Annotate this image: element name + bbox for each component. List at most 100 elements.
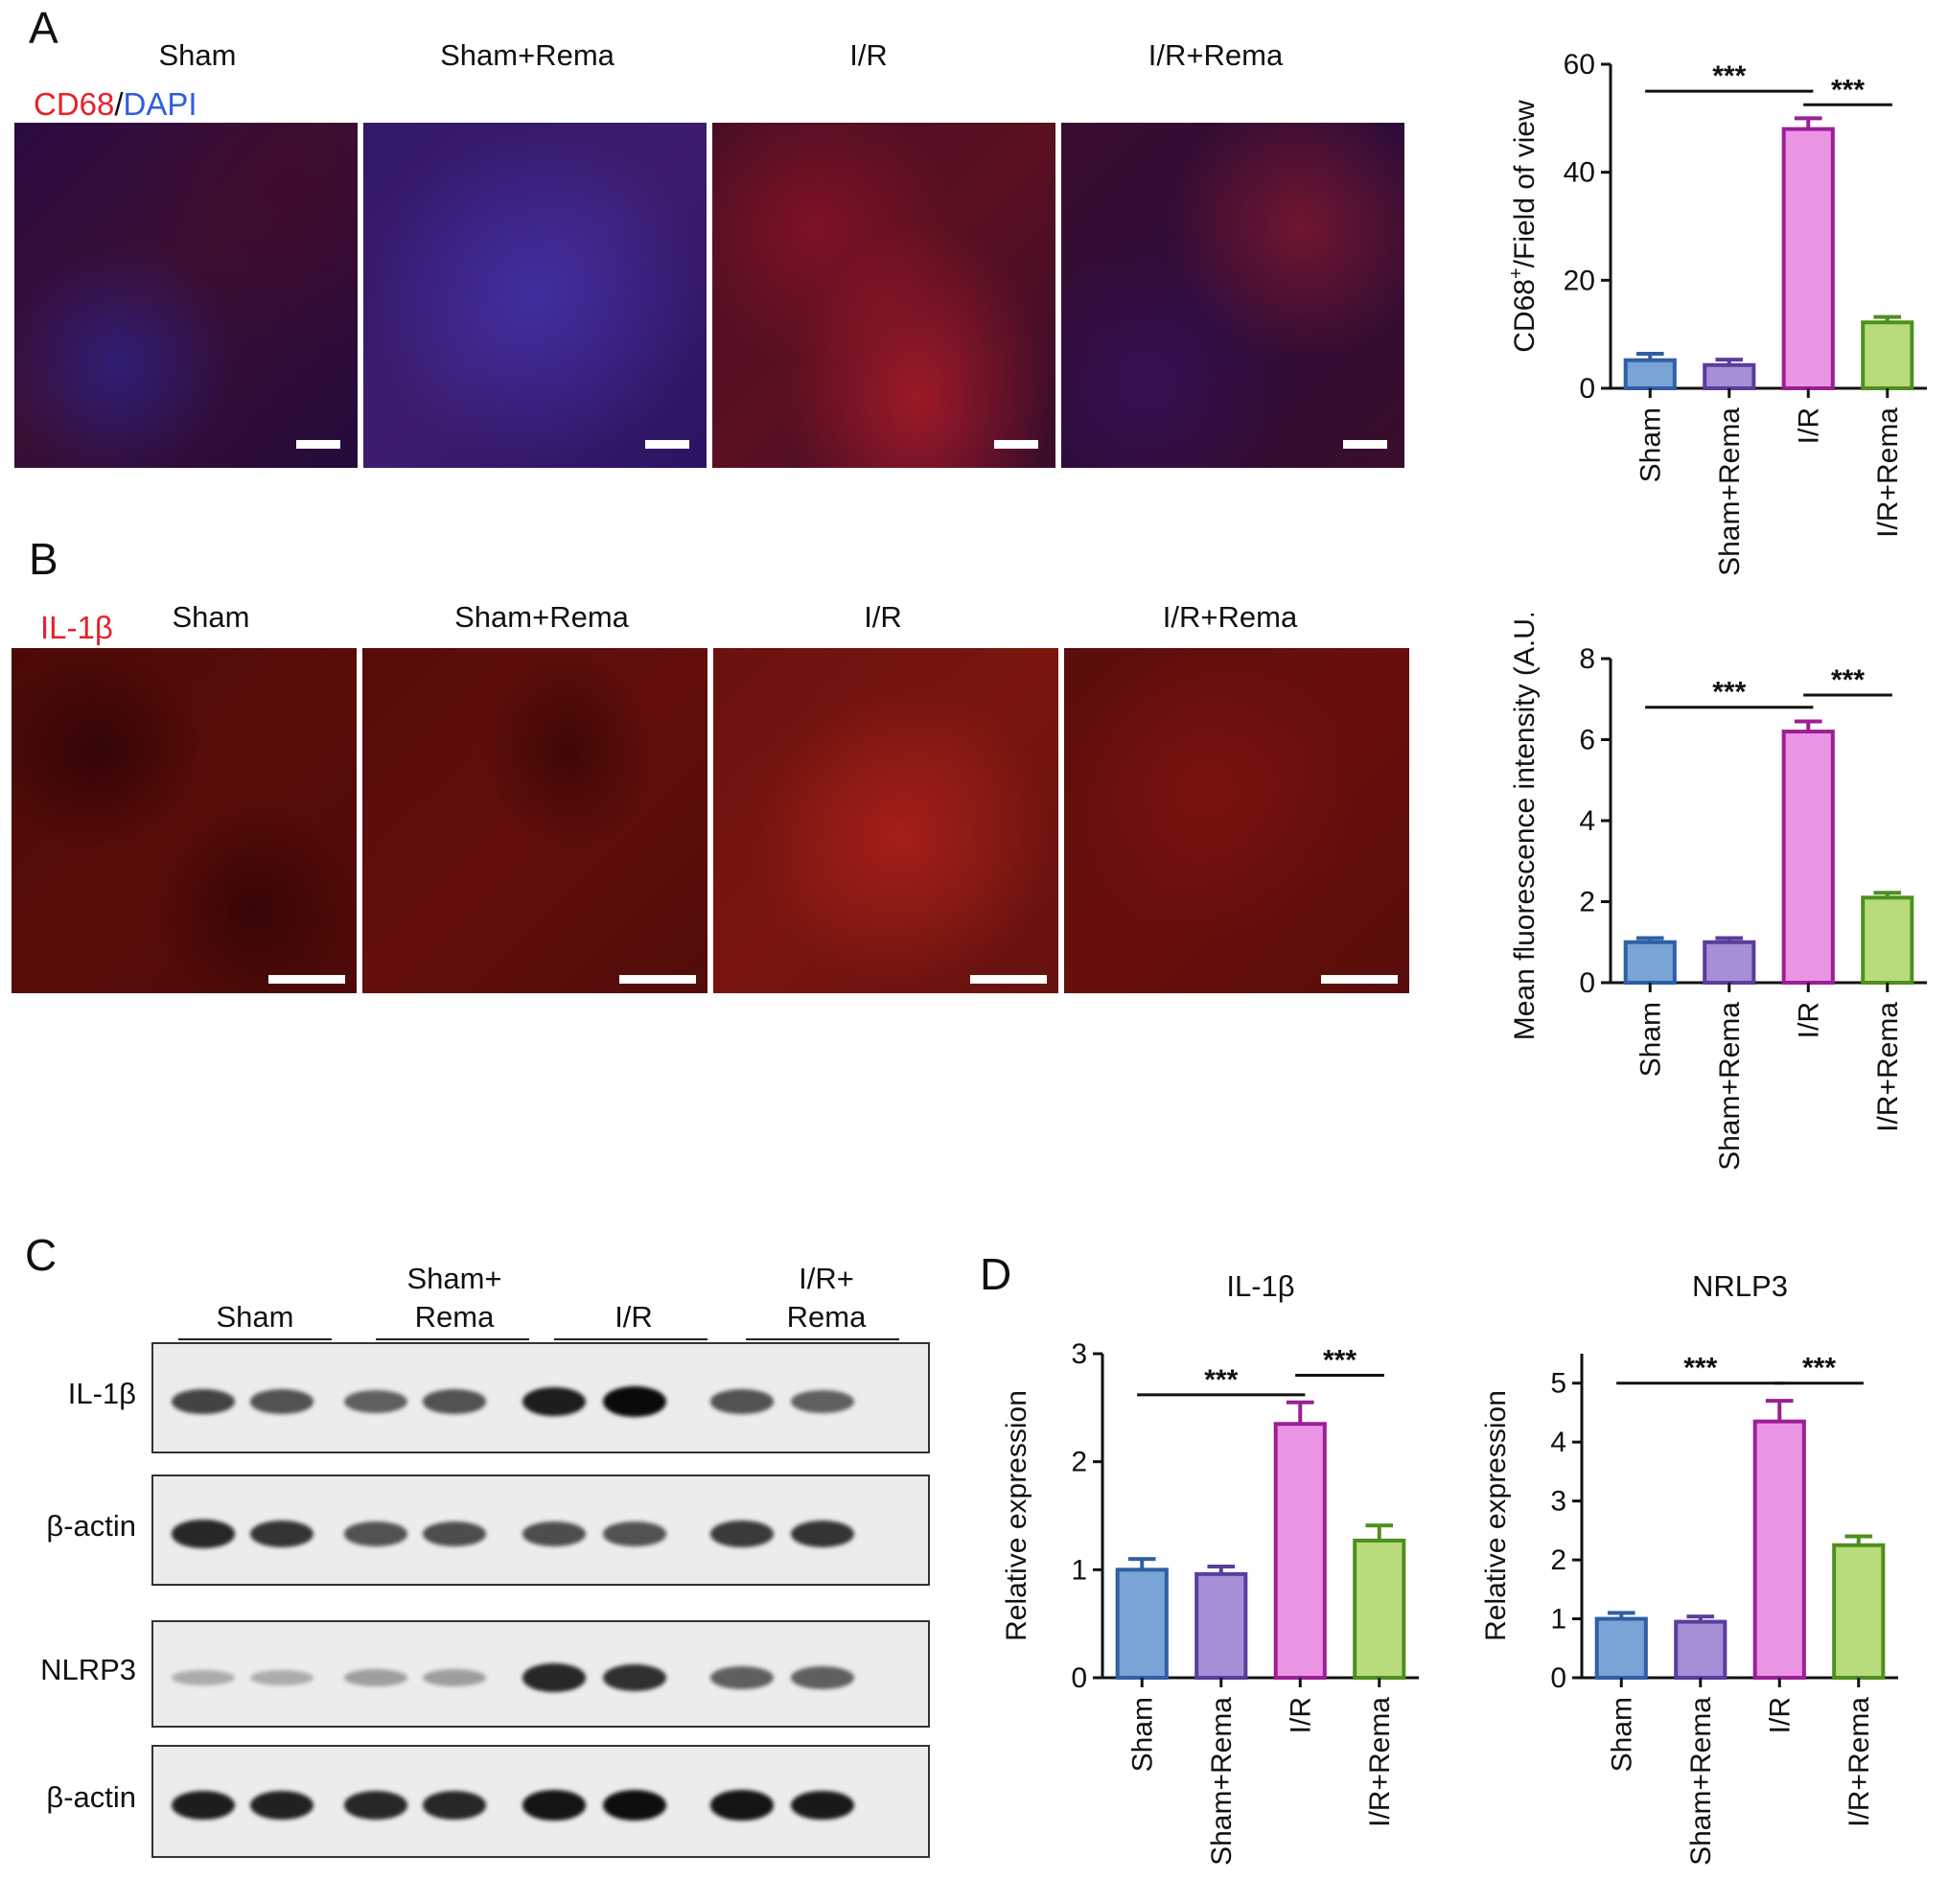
significance-stars: *** xyxy=(1204,1364,1238,1396)
wb-band xyxy=(172,1388,235,1415)
scale-bar xyxy=(296,440,340,449)
wb-band xyxy=(423,1521,486,1546)
y-tick-label: 20 xyxy=(1564,265,1595,296)
x-tick-label: Sham xyxy=(1606,1697,1637,1772)
wb-lane-sham: Sham xyxy=(217,1260,294,1336)
panel-b-header-ir-rema: I/R+Rema xyxy=(1162,600,1298,634)
bar xyxy=(1353,1538,1406,1680)
wb-lane-line1 xyxy=(615,1260,653,1298)
x-tick-label: Sham xyxy=(1635,1002,1666,1077)
panel-a-stain-label: CD68/DAPI xyxy=(34,86,197,123)
scale-bar xyxy=(970,975,1047,984)
x-tick-label: I/R+Rema xyxy=(1844,1697,1875,1827)
wb-lane-line1: Sham+ xyxy=(406,1262,502,1295)
panel-a-header-sham: Sham xyxy=(158,38,237,72)
panel-b-image-sham-rema xyxy=(362,648,707,993)
y-tick-label: 3 xyxy=(1071,1338,1087,1370)
wb-lane-line2: I/R xyxy=(615,1300,653,1334)
wb-lane-line2: Rema xyxy=(414,1300,495,1334)
bar xyxy=(1194,1571,1248,1680)
y-tick-label: 8 xyxy=(1579,643,1595,675)
wb-lane-sham-rema: Sham+ Rema xyxy=(406,1260,501,1336)
y-tick-label: 2 xyxy=(1550,1544,1566,1576)
chart-cd68: CD68+/Field of view 0 20 40 60 Sham Sham+Rema I… xyxy=(1506,49,1927,576)
panel-c-letter: C xyxy=(25,1230,58,1280)
wb-protein-label: β-actin xyxy=(46,1509,136,1543)
wb-lane-line1 xyxy=(217,1260,294,1298)
scale-bar xyxy=(268,975,345,984)
wb-band xyxy=(344,1791,407,1820)
wb-band xyxy=(423,1669,486,1686)
y-tick-label: 0 xyxy=(1579,373,1595,405)
significance-stars: *** xyxy=(1831,664,1865,696)
wb-protein-label: IL-1β xyxy=(67,1377,136,1410)
x-tick-label: Sham+Rema xyxy=(1685,1697,1717,1866)
chart-il1b-relative: IL-1β Relative expression 0 1 2 3 Sham Sham+Rem… xyxy=(1001,1269,1419,1866)
bar xyxy=(1861,895,1914,985)
y-tick-label: 5 xyxy=(1550,1368,1566,1400)
y-tick-label: 40 xyxy=(1564,157,1595,189)
panel-a-image-ir-rema xyxy=(1061,123,1404,468)
panel-b-header-ir: I/R xyxy=(864,600,902,634)
panel-b-letter: B xyxy=(29,534,58,584)
panel-a-header-ir: I/R xyxy=(849,38,888,72)
panel-a-image-ir xyxy=(712,123,1055,468)
significance-stars: *** xyxy=(1323,1345,1357,1377)
x-tick-label: I/R+Rema xyxy=(1872,1002,1904,1132)
bar xyxy=(1115,1567,1169,1681)
panel-a-header-ir-rema: I/R+Rema xyxy=(1148,38,1284,72)
wb-lane-underline xyxy=(554,1338,707,1340)
wb-band xyxy=(522,1521,586,1546)
x-tick-label: I/R xyxy=(1793,407,1824,444)
wb-lane-underline xyxy=(178,1338,332,1340)
wb-band xyxy=(603,1521,666,1546)
x-tick-label: Sham+Rema xyxy=(1206,1697,1238,1866)
wb-lane-line2: Sham xyxy=(216,1300,294,1334)
y-axis-label: Mean fluorescence intensity (A.U.) xyxy=(1509,614,1541,1040)
wb-band xyxy=(250,1791,313,1820)
panel-a-image-sham-rema xyxy=(363,123,707,468)
x-tick-label: I/R+Rema xyxy=(1364,1697,1396,1827)
x-tick-label: Sham+Rema xyxy=(1714,1002,1746,1171)
bar xyxy=(1832,1543,1886,1680)
y-axis-label: CD68+/Field of view xyxy=(1506,100,1541,353)
wb-protein-label: NLRP3 xyxy=(40,1653,136,1686)
y-tick-label: 0 xyxy=(1071,1662,1087,1694)
x-tick-label: I/R xyxy=(1764,1697,1796,1733)
y-tick-label: 4 xyxy=(1579,805,1595,837)
scale-bar xyxy=(1343,440,1387,449)
x-tick-label: Sham xyxy=(1635,407,1666,482)
bar xyxy=(1623,940,1677,985)
x-tick-label: Sham xyxy=(1126,1697,1158,1772)
wb-lane-line1: I/R+ xyxy=(799,1262,854,1295)
y-axis-label: Relative expression xyxy=(1480,1390,1512,1641)
x-tick-label: Sham+Rema xyxy=(1714,407,1746,576)
x-tick-label: I/R+Rema xyxy=(1872,407,1904,538)
wb-band xyxy=(250,1389,313,1414)
wb-lane-line2: Rema xyxy=(786,1300,867,1334)
bar xyxy=(1781,127,1835,390)
wb-band xyxy=(791,1520,854,1547)
wb-lane-ir: I/R xyxy=(615,1260,653,1336)
wb-band xyxy=(344,1521,407,1546)
y-tick-label: 1 xyxy=(1550,1604,1566,1636)
y-tick-label: 0 xyxy=(1579,967,1595,999)
scale-bar xyxy=(645,440,689,449)
chart-title: NRLP3 xyxy=(1692,1269,1788,1303)
significance-stars: *** xyxy=(1683,1353,1717,1384)
wb-band xyxy=(172,1520,235,1548)
cd68-label: CD68 xyxy=(34,86,115,122)
y-tick-label: 0 xyxy=(1550,1662,1566,1694)
chart-nrlp3-relative: NRLP3 Relative expression 0 1 2 3 4 5 Sham Sham+R… xyxy=(1480,1269,1898,1866)
wb-band xyxy=(344,1669,407,1686)
bar xyxy=(1781,730,1835,986)
bar xyxy=(1674,1619,1728,1681)
y-tick-label: 2 xyxy=(1071,1447,1087,1478)
significance-stars: *** xyxy=(1712,677,1746,708)
wb-band xyxy=(603,1386,666,1417)
wb-band xyxy=(791,1666,854,1689)
panel-b-image-sham xyxy=(12,648,357,993)
wb-band xyxy=(603,1790,666,1821)
panel-b-header-sham-rema: Sham+Rema xyxy=(454,600,629,634)
wb-band xyxy=(250,1669,313,1686)
